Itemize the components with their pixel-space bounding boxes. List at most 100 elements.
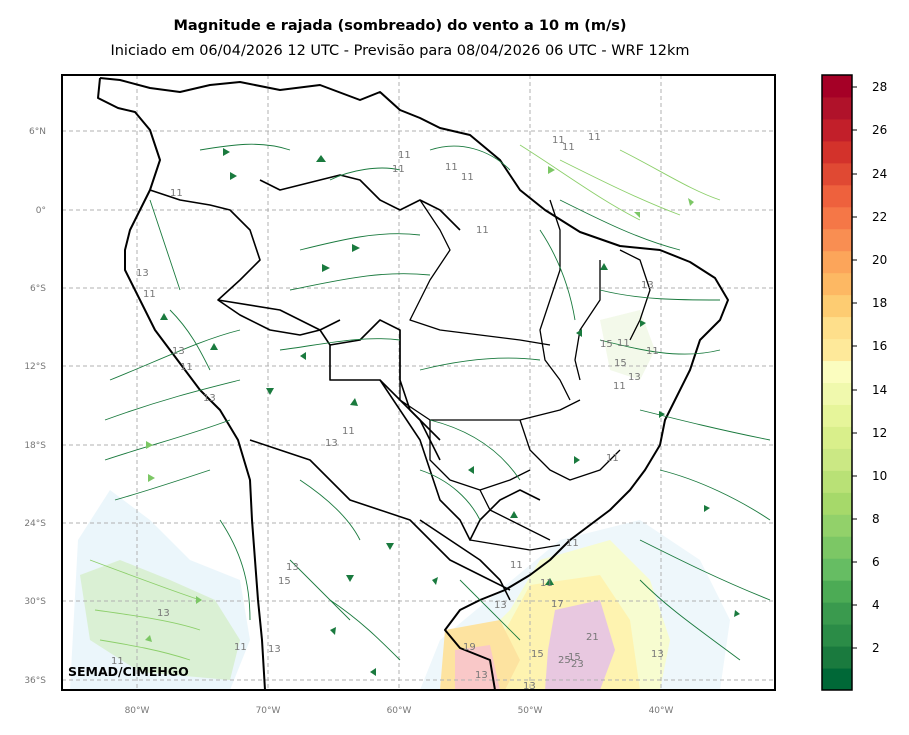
- streamline-arrows: [160, 148, 740, 676]
- contour-label: 13: [325, 438, 338, 449]
- colorbar-band: [822, 338, 852, 362]
- colorbar-band: [822, 75, 852, 98]
- lat-label: 36°S: [24, 676, 46, 686]
- contour-label: 15: [568, 652, 581, 663]
- contour-label: 11: [606, 453, 619, 464]
- contour-label: 11: [143, 289, 156, 300]
- contour-label: 13: [628, 372, 641, 383]
- country-borders: [149, 174, 541, 601]
- colorbar-band: [822, 580, 852, 603]
- colorbar-tick-label: 28: [872, 80, 887, 94]
- state-borders: [399, 199, 651, 551]
- colorbar-band: [822, 272, 852, 296]
- contour-label: 13: [203, 393, 216, 404]
- colorbar-band: [822, 96, 852, 120]
- lon-label: 50°W: [518, 706, 543, 716]
- colorbar-band: [822, 228, 852, 252]
- lon-label: 70°W: [256, 706, 281, 716]
- colorbar-tick-label: 26: [872, 123, 887, 137]
- colorbar-band: [822, 668, 852, 691]
- contour-label: 11: [392, 164, 405, 175]
- contour-label: 13: [136, 268, 149, 279]
- contour-label: 13: [268, 644, 281, 655]
- lon-label: 60°W: [387, 706, 412, 716]
- contour-label: 17: [551, 599, 564, 610]
- contour-label: 11: [510, 560, 523, 571]
- lat-label: 18°S: [24, 441, 46, 451]
- contour-label: 11: [552, 135, 565, 146]
- contour-label: 13: [475, 670, 488, 681]
- contour-label: 15: [531, 649, 544, 660]
- contour-label: 13: [157, 608, 170, 619]
- longitude-labels: 80°W 70°W 60°W 50°W 40°W: [125, 706, 674, 716]
- contour-label: 11: [342, 426, 355, 437]
- contour-label: 25: [558, 655, 571, 666]
- contour-label: 13: [641, 280, 654, 291]
- graticule: [62, 75, 775, 690]
- colorbar-band: [822, 294, 852, 318]
- latitude-labels: 6°N 0° 6°S 12°S 18°S 24°S 30°S 36°S: [24, 127, 46, 686]
- colorbar-band: [822, 448, 852, 471]
- colorbar-band: [822, 206, 852, 230]
- colorbar-band: [822, 536, 852, 559]
- colorbar-band: [822, 514, 852, 537]
- lat-label: 6°N: [29, 127, 46, 137]
- contour-label: 13: [523, 681, 536, 692]
- contour-label: 11: [234, 642, 247, 653]
- lat-label: 30°S: [24, 597, 46, 607]
- contour-labels: 11 11 11 11 11 11 11 11 11 11 11 11 11 1…: [111, 132, 664, 692]
- colorbar-band: [822, 404, 852, 427]
- lon-label: 80°W: [125, 706, 150, 716]
- lat-label: 0°: [36, 206, 46, 216]
- colorbar-band: [822, 118, 852, 142]
- credit-label: SEMAD/CIMEHGO: [68, 664, 189, 679]
- contour-label: 13: [651, 649, 664, 660]
- contour-label: 21: [586, 632, 599, 643]
- colorbar-band: [822, 558, 852, 581]
- contour-label: 11: [180, 362, 193, 373]
- colorbar-band: [822, 250, 852, 274]
- colorbar-frame: [821, 74, 853, 691]
- colorbar-tick-label: 22: [872, 210, 887, 224]
- lon-label: 40°W: [649, 706, 674, 716]
- colorbar-band: [822, 602, 852, 625]
- colorbar-band: [822, 184, 852, 208]
- colorbar-tick-label: 10: [872, 469, 887, 483]
- colorbar: [822, 75, 852, 691]
- colorbar-tick-label: 18: [872, 296, 887, 310]
- colorbar-tick-label: 12: [872, 426, 887, 440]
- lat-label: 12°S: [24, 362, 46, 372]
- contour-label: 11: [398, 150, 411, 161]
- streamlines: [104, 143, 771, 661]
- colorbar-band: [822, 624, 852, 647]
- contour-label: 13: [172, 346, 185, 357]
- contour-label: 11: [476, 225, 489, 236]
- colorbar-band: [822, 426, 852, 449]
- colorbar-ticks: 2 4 6 8 10 12 14 16 18 20 22 24 26 28: [872, 80, 887, 655]
- contour-label: 15: [600, 339, 613, 350]
- contour-label: 11: [461, 172, 474, 183]
- colorbar-band: [822, 492, 852, 515]
- contour-label: 11: [111, 656, 124, 667]
- colorbar-band: [822, 382, 852, 405]
- colorbar-tick-label: 2: [872, 641, 880, 655]
- contour-label: 11: [170, 188, 183, 199]
- map-subtitle: Iniciado em 06/04/2026 12 UTC - Previsão…: [110, 43, 690, 59]
- contour-label: 11: [562, 142, 575, 153]
- contour-label: 11: [540, 578, 553, 589]
- contour-label: 11: [588, 132, 601, 143]
- contour-label: 11: [566, 538, 579, 549]
- colorbar-tick-label: 6: [872, 555, 880, 569]
- streamlines-light: [89, 144, 721, 661]
- colorbar-band: [822, 470, 852, 493]
- colorbar-tick-label: 8: [872, 512, 880, 526]
- coastline: [97, 77, 729, 690]
- colorbar-band: [822, 646, 852, 669]
- lat-label: 6°S: [30, 284, 46, 294]
- colorbar-tick-label: 14: [872, 383, 887, 397]
- contour-label: 15: [614, 358, 627, 369]
- colorbar-band: [822, 140, 852, 164]
- streamline-arrows-light: [145, 166, 694, 642]
- colorbar-band: [822, 316, 852, 340]
- colorbar-band: [822, 360, 852, 383]
